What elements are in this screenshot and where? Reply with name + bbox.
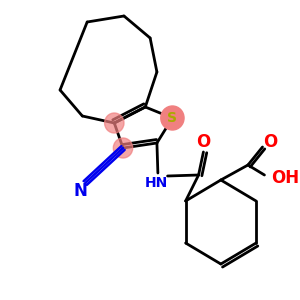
Text: OH: OH (271, 169, 299, 187)
Text: S: S (167, 111, 177, 125)
Text: HN: HN (144, 176, 168, 190)
Text: O: O (196, 133, 211, 151)
Circle shape (161, 106, 184, 130)
Circle shape (113, 138, 133, 158)
Text: N: N (74, 182, 87, 200)
Text: O: O (263, 133, 278, 151)
Circle shape (105, 113, 124, 133)
